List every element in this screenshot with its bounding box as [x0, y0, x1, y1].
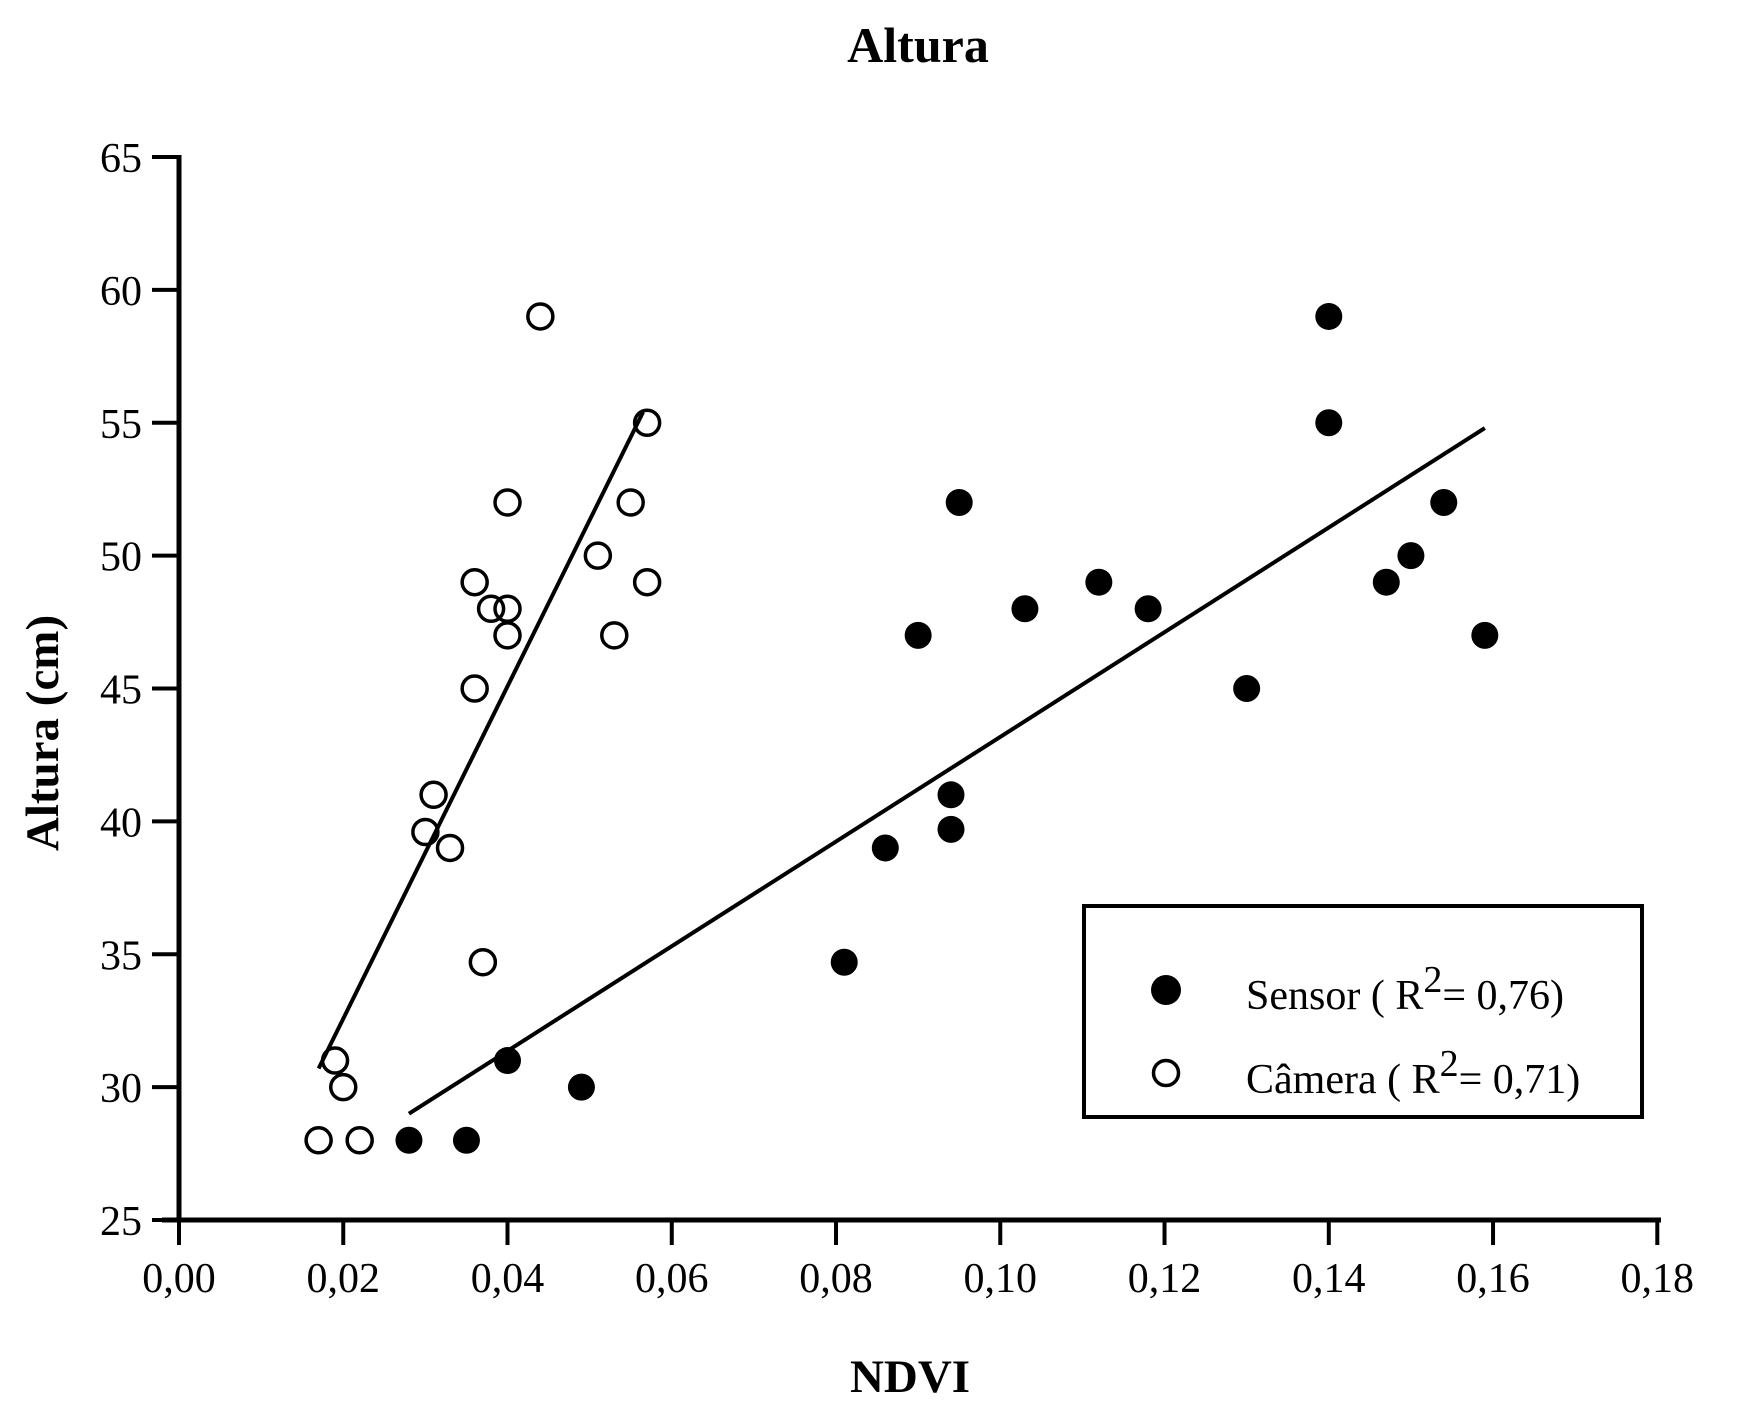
trend-line-sensor: [407, 426, 1486, 1116]
legend: Sensor ( R2= 0,76) Câmera ( R2= 0,71): [1082, 904, 1644, 1119]
x-axis-tick-label: 0,10: [964, 1256, 1038, 1302]
data-point-camera: [460, 674, 489, 703]
data-point-camera: [460, 567, 489, 597]
data-point-camera: [632, 408, 662, 437]
chart-title: Altura: [847, 17, 989, 73]
data-point-camera: [493, 621, 522, 650]
legend-label-camera: Câmera ( R2= 0,71): [1246, 1043, 1580, 1103]
data-point-sensor: [945, 488, 973, 516]
data-point-sensor: [1315, 409, 1343, 437]
data-point-camera: [435, 833, 465, 863]
data-point-sensor: [937, 781, 965, 809]
y-axis-tick-label: 50: [100, 535, 142, 581]
data-point-sensor: [1315, 302, 1343, 330]
trend-lines: [316, 411, 1486, 1116]
data-point-sensor: [871, 834, 899, 862]
x-axis-tick-label: 0,12: [1128, 1256, 1202, 1302]
data-point-sensor: [904, 621, 932, 649]
data-point-sensor: [1233, 675, 1261, 702]
data-point-sensor: [937, 815, 965, 843]
trend-line-camera: [316, 411, 645, 1070]
legend-marker-camera-open-circle-icon: [1151, 1058, 1181, 1088]
y-axis-tick-label: 65: [100, 136, 142, 182]
data-point-camera: [304, 1126, 333, 1155]
data-point-sensor: [1471, 621, 1499, 649]
data-point-camera: [493, 594, 522, 624]
data-points: [304, 302, 1499, 1155]
y-axis-label: Altura (cm): [17, 615, 69, 851]
legend-marker-sensor-filled-circle-icon: [1151, 975, 1181, 1005]
data-point-camera: [632, 567, 662, 597]
y-axis-tick-label: 60: [100, 269, 142, 315]
y-axis-tick-label: 45: [100, 668, 142, 714]
x-axis-tick-label: 0,06: [635, 1256, 709, 1302]
data-point-camera: [345, 1126, 374, 1155]
data-point-sensor: [1372, 568, 1400, 596]
y-axis-tick-label: 40: [100, 800, 142, 846]
data-point-camera: [600, 621, 629, 650]
y-axis-tick-label: 25: [100, 1199, 142, 1245]
data-point-camera: [468, 947, 498, 977]
data-point-sensor: [830, 948, 858, 976]
axis-ticks: 0,00 0,02 0,04 0,06 0,08 0,10 0,12 0,14 0,16 0,18…: [100, 136, 1694, 1302]
data-point-sensor: [395, 1126, 423, 1154]
x-axis-tick-label: 0,02: [307, 1256, 381, 1302]
data-point-sensor: [452, 1126, 480, 1154]
data-point-sensor: [1134, 595, 1162, 623]
data-point-camera: [526, 302, 555, 331]
x-axis-tick-label: 0,08: [799, 1256, 873, 1302]
y-axis-tick-label: 35: [100, 933, 142, 979]
x-axis-tick-label: 0,04: [471, 1256, 545, 1302]
data-point-sensor: [1085, 568, 1113, 596]
data-point-camera: [419, 780, 448, 810]
x-axis-tick-label: 0,16: [1456, 1256, 1530, 1302]
data-point-camera: [493, 488, 522, 517]
data-point-camera: [583, 541, 613, 570]
x-axis-tick-label: 0,14: [1292, 1256, 1366, 1302]
data-point-camera: [411, 817, 440, 847]
x-axis-label: NDVI: [850, 1351, 970, 1403]
data-point-sensor: [1397, 542, 1425, 570]
y-axis-tick-label: 55: [100, 402, 142, 448]
x-axis-tick-label: 0,18: [1621, 1256, 1695, 1302]
legend-label-sensor: Sensor ( R2= 0,76): [1246, 959, 1564, 1019]
data-point-camera: [616, 488, 645, 517]
x-axis-tick-label: 0,00: [142, 1256, 216, 1302]
data-point-camera: [329, 1072, 358, 1102]
data-point-sensor: [1430, 488, 1458, 516]
data-point-camera: [476, 594, 506, 624]
y-axis-tick-label: 30: [100, 1066, 142, 1112]
data-point-sensor: [1011, 595, 1039, 623]
data-point-sensor: [567, 1073, 595, 1101]
